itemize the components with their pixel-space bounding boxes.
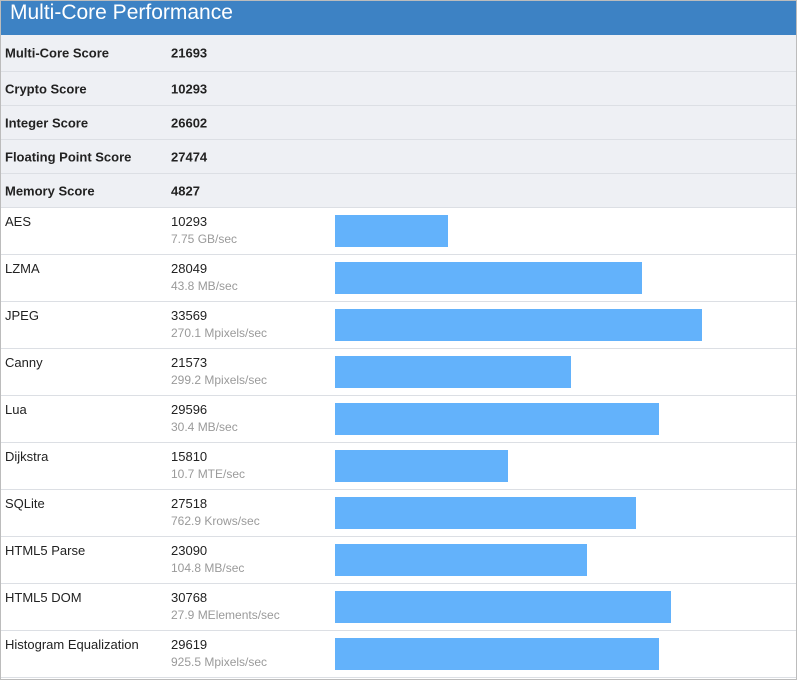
summary-label: Integer Score [5,115,89,130]
benchmark-bar [335,450,508,482]
benchmark-row-dijkstra: Dijkstra 15810 10.7 MTE/sec [1,443,796,490]
benchmark-bar [335,309,702,341]
summary-row-crypto: Crypto Score 10293 [1,72,796,106]
benchmark-score: 27518 [171,496,208,511]
benchmark-row-html5-dom: HTML5 DOM 30768 27.9 MElements/sec [1,584,796,631]
benchmark-rate: 43.8 MB/sec [171,279,238,293]
summary-value: 21693 [171,45,208,61]
benchmark-bar [335,544,587,576]
benchmark-score: 10293 [171,214,208,229]
benchmark-bar [335,262,642,294]
benchmark-score: 21573 [171,355,208,370]
benchmark-row-lua: Lua 29596 30.4 MB/sec [1,396,796,443]
benchmark-score: 28049 [171,261,208,276]
benchmark-rate: 30.4 MB/sec [171,420,238,434]
benchmark-name: AES [5,214,32,229]
benchmark-name: SQLite [5,496,45,511]
summary-label: Memory Score [5,183,95,198]
benchmark-score: 23090 [171,543,208,558]
benchmark-name: Lua [5,402,27,417]
benchmark-rate: 925.5 Mpixels/sec [171,655,268,669]
summary-value: 26602 [171,115,208,130]
benchmark-row-canny: Canny 21573 299.2 Mpixels/sec [1,349,796,396]
benchmark-name: HTML5 DOM [5,590,82,605]
benchmark-bar [335,356,571,388]
summary-row-multi-core: Multi-Core Score 21693 [1,35,796,72]
benchmark-row-sqlite: SQLite 27518 762.9 Krows/sec [1,490,796,537]
benchmark-name: LZMA [5,261,40,276]
benchmark-name: JPEG [5,308,39,323]
benchmark-bar [335,497,636,529]
benchmark-name: Dijkstra [5,449,49,464]
summary-value: 27474 [171,149,208,164]
benchmark-bar [335,215,448,247]
section-header: Multi-Core Performance [1,1,796,35]
benchmark-row-histogram-equalization: Histogram Equalization 29619 925.5 Mpixe… [1,631,796,678]
benchmark-rate: 270.1 Mpixels/sec [171,326,268,340]
summary-row-memory: Memory Score 4827 [1,174,796,208]
benchmark-score: 15810 [171,449,208,464]
benchmark-rate: 10.7 MTE/sec [171,467,246,481]
benchmark-row-lzma: LZMA 28049 43.8 MB/sec [1,255,796,302]
summary-label: Multi-Core Score [5,45,110,61]
summary-label: Floating Point Score [5,149,132,164]
benchmark-name: HTML5 Parse [5,543,86,558]
benchmark-name: Histogram Equalization [5,637,139,652]
summary-value: 10293 [171,81,208,96]
summary-row-floating-point: Floating Point Score 27474 [1,140,796,174]
benchmark-bar [335,638,659,670]
summary-label: Crypto Score [5,81,87,96]
benchmark-score: 30768 [171,590,208,605]
benchmark-bar [335,591,671,623]
benchmark-rate: 299.2 Mpixels/sec [171,373,268,387]
benchmark-rate: 27.9 MElements/sec [171,608,280,622]
benchmark-name: Canny [5,355,43,370]
summary-row-integer: Integer Score 26602 [1,106,796,140]
benchmark-rate: 762.9 Krows/sec [171,514,260,528]
summary-value: 4827 [171,183,200,198]
benchmark-rate: 7.75 GB/sec [171,232,238,246]
section-title: Multi-Core Performance [10,1,233,24]
benchmark-row-aes: AES 10293 7.75 GB/sec [1,208,796,255]
benchmark-row-jpeg: JPEG 33569 270.1 Mpixels/sec [1,302,796,349]
benchmark-score: 29619 [171,637,208,652]
benchmark-rate: 104.8 MB/sec [171,561,245,575]
benchmark-list: AES 10293 7.75 GB/sec LZMA 28049 43.8 MB… [1,208,796,678]
benchmark-bar [335,403,659,435]
benchmark-row-html5-parse: HTML5 Parse 23090 104.8 MB/sec [1,537,796,584]
benchmark-score: 29596 [171,402,208,417]
benchmark-score: 33569 [171,308,208,323]
